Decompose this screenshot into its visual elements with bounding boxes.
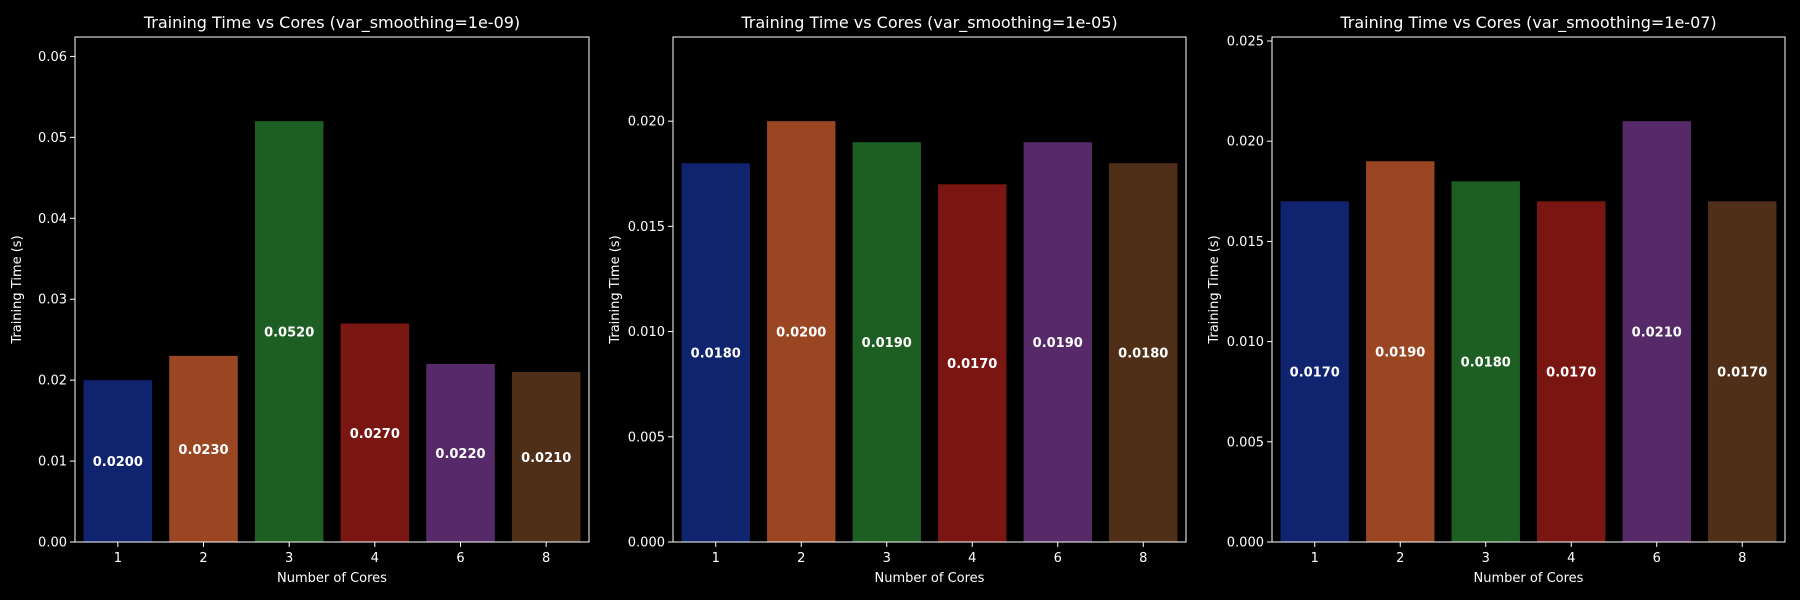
- data-label: 0.0170: [1717, 366, 1767, 381]
- bar-2: [767, 121, 836, 543]
- y-tick-label: 0.005: [628, 430, 665, 445]
- bar-4: [340, 323, 410, 542]
- y-tick-label: 0.015: [628, 220, 665, 235]
- bar-6: [426, 363, 495, 542]
- y-tick-label: 0.010: [1227, 335, 1264, 350]
- bar-6: [1023, 142, 1092, 542]
- chart-title: Training Time vs Cores (var_smoothing=1e…: [143, 13, 520, 33]
- x-tick-label: 3: [883, 551, 891, 566]
- y-tick-label: 0.04: [38, 212, 67, 227]
- x-tick-label: 1: [114, 551, 122, 566]
- chart-title: Training Time vs Cores (var_smoothing=1e…: [740, 13, 1117, 33]
- bar-2: [169, 355, 238, 542]
- y-tick-label: 0.02: [38, 374, 67, 389]
- y-tick-label: 0.03: [38, 293, 67, 308]
- x-tick-label: 8: [542, 551, 550, 566]
- chart-title: Training Time vs Cores (var_smoothing=1e…: [1339, 13, 1716, 33]
- data-label: 0.0170: [1546, 366, 1596, 381]
- data-label: 0.0210: [521, 451, 571, 466]
- x-tick-label: 4: [968, 551, 976, 566]
- x-axis-label: Number of Cores: [1474, 571, 1584, 586]
- y-tick-label: 0.01: [38, 455, 67, 470]
- plot-frame: [74, 36, 590, 543]
- bar-2: [1366, 161, 1435, 542]
- data-label: 0.0180: [1118, 347, 1168, 362]
- bar-1: [1280, 201, 1349, 542]
- data-label: 0.0220: [435, 447, 485, 462]
- x-axis-label: Number of Cores: [875, 571, 985, 586]
- x-axis-label: Number of Cores: [277, 571, 387, 586]
- y-tick-label: 0.000: [1227, 536, 1264, 551]
- data-label: 0.0200: [776, 326, 826, 341]
- bar-1: [681, 163, 750, 542]
- bar-3: [852, 142, 921, 542]
- bar-1: [83, 380, 153, 542]
- x-tick-label: 3: [285, 551, 293, 566]
- y-tick-label: 0.020: [1227, 135, 1264, 150]
- y-tick-label: 0.06: [38, 50, 67, 65]
- bar-8: [1708, 201, 1777, 542]
- x-tick-label: 2: [1396, 551, 1404, 566]
- plot-frame: [1271, 36, 1786, 543]
- y-tick-label: 0.015: [1227, 235, 1264, 250]
- x-tick-label: 2: [797, 551, 805, 566]
- y-tick-label: 0.000: [628, 536, 665, 551]
- x-tick-label: 1: [712, 551, 720, 566]
- data-label: 0.0520: [264, 326, 314, 341]
- bar-6: [1622, 121, 1691, 543]
- y-tick-label: 0.025: [1227, 35, 1264, 50]
- bar-8: [1109, 163, 1178, 542]
- y-tick-label: 0.010: [628, 325, 665, 340]
- x-tick-label: 8: [1139, 551, 1147, 566]
- data-label: 0.0180: [1461, 356, 1511, 371]
- data-label: 0.0170: [1290, 366, 1340, 381]
- x-tick-label: 2: [199, 551, 207, 566]
- x-tick-label: 6: [456, 551, 464, 566]
- data-label: 0.0200: [93, 455, 143, 470]
- x-tick-label: 1: [1311, 551, 1319, 566]
- y-axis-label: Training Time (s): [10, 235, 25, 344]
- x-tick-label: 4: [1567, 551, 1575, 566]
- data-label: 0.0210: [1632, 326, 1682, 341]
- bar-3: [254, 121, 324, 543]
- y-axis-label: Training Time (s): [1207, 235, 1222, 344]
- x-tick-label: 4: [371, 551, 379, 566]
- data-label: 0.0190: [1375, 346, 1425, 361]
- data-label: 0.0180: [691, 347, 741, 362]
- y-tick-label: 0.005: [1227, 435, 1264, 450]
- data-label: 0.0230: [178, 443, 228, 458]
- data-label: 0.0190: [862, 336, 912, 351]
- x-tick-label: 6: [1653, 551, 1661, 566]
- bar-8: [511, 372, 581, 542]
- bar-3: [1451, 181, 1520, 543]
- x-tick-label: 8: [1738, 551, 1746, 566]
- x-tick-label: 6: [1054, 551, 1062, 566]
- data-label: 0.0270: [350, 427, 400, 442]
- x-tick-label: 3: [1482, 551, 1490, 566]
- y-axis-label: Training Time (s): [608, 235, 623, 344]
- y-tick-label: 0.00: [38, 536, 67, 551]
- data-label: 0.0190: [1033, 336, 1083, 351]
- bar-4: [938, 184, 1007, 543]
- bar-4: [1537, 201, 1606, 542]
- data-label: 0.0170: [947, 357, 997, 372]
- y-tick-label: 0.020: [628, 115, 665, 130]
- y-tick-label: 0.05: [38, 131, 67, 146]
- plot-frame: [672, 36, 1187, 543]
